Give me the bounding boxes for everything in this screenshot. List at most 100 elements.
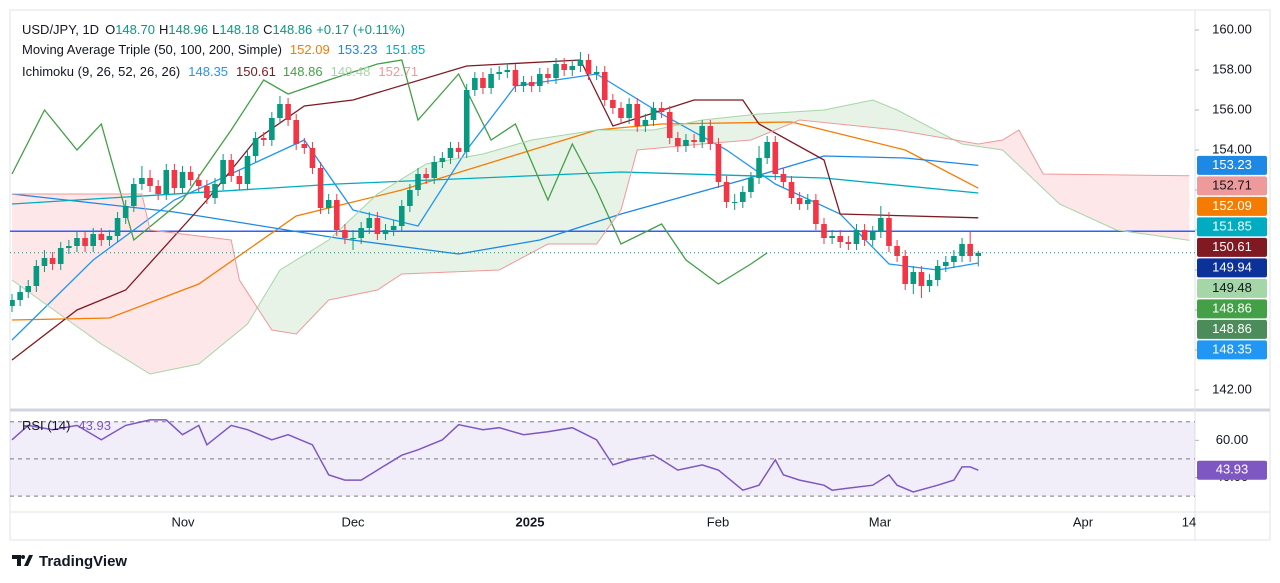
candle-body xyxy=(415,174,421,190)
cloud xyxy=(279,265,289,333)
cloud xyxy=(1067,174,1076,212)
cloud xyxy=(231,240,240,338)
cloud xyxy=(604,130,613,233)
indicator-line xyxy=(11,155,979,255)
cloud xyxy=(856,101,865,127)
cloud xyxy=(612,130,621,222)
ohlc-value: 148.86 xyxy=(273,22,313,37)
cloud xyxy=(312,245,321,317)
brand-logo: TradingView xyxy=(12,553,127,570)
candle-body xyxy=(740,192,746,202)
x-tick-label: Nov xyxy=(171,514,195,529)
price-label-bg xyxy=(1197,299,1267,319)
candle-body xyxy=(147,178,153,186)
cloud xyxy=(1108,174,1117,230)
candle-body xyxy=(179,172,186,188)
cloud xyxy=(296,255,305,334)
cloud xyxy=(499,147,508,270)
cloud xyxy=(897,110,906,132)
axes: 160.00158.00156.00154.00152.00150.00148.… xyxy=(171,21,1267,529)
cloud xyxy=(85,194,94,339)
candle-body xyxy=(959,244,965,256)
candle-body xyxy=(918,272,925,286)
candle-body xyxy=(342,230,348,238)
candle-body xyxy=(252,138,259,156)
candle-body xyxy=(204,186,210,198)
cloud xyxy=(1051,174,1060,204)
candle-body xyxy=(577,60,584,66)
cloud xyxy=(629,130,638,180)
candle-body xyxy=(593,72,600,74)
rsi-value: 43.93 xyxy=(78,418,111,433)
cloud xyxy=(685,121,695,146)
candle-body xyxy=(10,300,15,306)
candle-body xyxy=(366,218,373,228)
cloud xyxy=(937,131,946,139)
cloud xyxy=(742,114,751,141)
candle-body xyxy=(780,174,787,182)
cloud xyxy=(564,133,573,244)
candle-body xyxy=(285,104,291,120)
candle-body xyxy=(407,190,413,206)
cloud xyxy=(531,138,540,253)
ohlc-value: 148.96 xyxy=(168,22,208,37)
y-tick-label: 154.00 xyxy=(1212,141,1252,156)
candle-body xyxy=(309,148,316,168)
candle-body xyxy=(926,280,933,286)
cloud xyxy=(775,112,784,130)
cloud xyxy=(1018,130,1027,174)
price-label-bg xyxy=(1197,196,1267,216)
ichimoku-title: Ichimoku (9, 26, 52, 26, 26) xyxy=(22,64,180,79)
cloud xyxy=(580,131,589,244)
y-tick-label: 158.00 xyxy=(1212,61,1252,76)
cloud xyxy=(52,194,61,315)
cloud xyxy=(621,130,630,210)
cloud xyxy=(20,194,29,292)
candle-body xyxy=(707,126,714,144)
cloud xyxy=(133,194,142,369)
cloud xyxy=(101,194,110,349)
cloud xyxy=(247,292,256,324)
y-tick-label: 156.00 xyxy=(1212,101,1252,116)
candle-body xyxy=(41,258,48,266)
cloud xyxy=(1002,135,1011,158)
candle-body xyxy=(488,74,494,88)
cloud xyxy=(1181,175,1190,241)
candle-body xyxy=(447,148,454,158)
candle-body xyxy=(537,74,543,86)
cloud xyxy=(832,106,841,125)
cloud xyxy=(718,117,727,143)
cloud xyxy=(507,144,516,266)
cloud xyxy=(1148,175,1157,236)
indicator-line xyxy=(11,59,768,285)
cloud-line xyxy=(12,119,1190,335)
cloud xyxy=(353,209,362,295)
candle-body xyxy=(683,140,689,146)
cloud xyxy=(815,110,824,123)
candle-body xyxy=(49,258,56,264)
candle-body xyxy=(455,148,462,152)
logo-icon xyxy=(12,555,33,566)
cloud xyxy=(556,135,565,244)
price-label: 152.09 xyxy=(1212,198,1252,213)
price-label-bg xyxy=(1197,319,1267,339)
ohlc-value: 148.70 xyxy=(115,22,155,37)
cloud xyxy=(1075,174,1084,216)
candle-body xyxy=(463,90,470,152)
y-tick-label: 160.00 xyxy=(1212,21,1252,36)
cloud xyxy=(393,179,402,280)
price-label-bg xyxy=(1197,237,1267,257)
cloud xyxy=(68,194,77,327)
cloud xyxy=(572,132,581,244)
cloud xyxy=(1165,175,1174,239)
candle-body xyxy=(748,178,754,192)
candle-body xyxy=(967,244,973,256)
cloud xyxy=(645,130,654,150)
change: +0.17 (+0.11%) xyxy=(316,22,405,37)
indicator-value: 152.71 xyxy=(378,64,418,79)
candle-body xyxy=(715,144,722,182)
candle-body xyxy=(894,246,900,256)
candle-body xyxy=(480,78,486,88)
cloud xyxy=(76,194,86,333)
